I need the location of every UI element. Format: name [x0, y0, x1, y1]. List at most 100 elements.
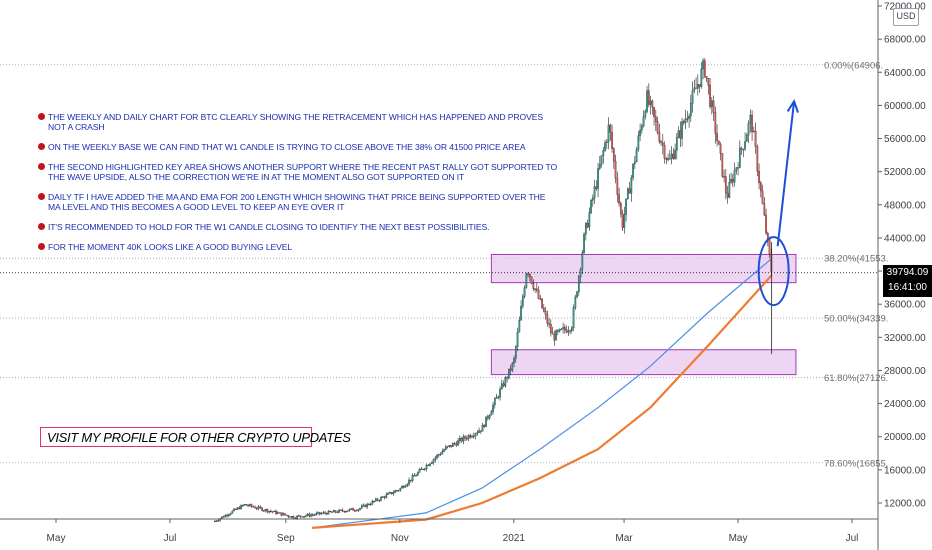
candle-body [691, 90, 694, 104]
candle-body [227, 514, 230, 516]
currency-button[interactable]: USD [893, 8, 919, 26]
candle-body [560, 328, 563, 330]
x-tick-label: Mar [615, 533, 633, 544]
candle-body [625, 198, 627, 215]
candle-body [285, 514, 288, 516]
candle-body [574, 296, 577, 309]
candle-body [408, 479, 410, 485]
candle-body [733, 170, 736, 183]
candle-body [761, 190, 764, 204]
candle-body [688, 115, 690, 119]
candle-body [366, 503, 368, 508]
candle-body [747, 122, 750, 136]
candle-body [441, 451, 444, 455]
candle-body [619, 203, 622, 214]
candle-body [618, 194, 620, 204]
candle-body [311, 514, 314, 516]
candle-body [348, 509, 351, 511]
candle-body [616, 178, 619, 195]
x-tick-label: Jul [164, 533, 177, 544]
candle-body [668, 158, 671, 160]
candle-body [654, 116, 657, 122]
candle-body [583, 233, 585, 253]
candle-body [425, 464, 428, 469]
candle-body [322, 512, 325, 514]
candle-body [500, 383, 503, 390]
moving-averages [311, 258, 773, 529]
y-tick-label: 64000.00 [884, 68, 926, 79]
candle-body [345, 511, 347, 513]
note-text: THE WEEKLY AND DAILY CHART FOR BTC CLEAR… [48, 112, 543, 132]
annotations[interactable] [0, 98, 878, 307]
fib-level-label: 78.60%(16855. [824, 458, 888, 469]
candle-body [768, 239, 771, 255]
candle-body [453, 443, 456, 445]
candle-body [450, 445, 452, 447]
candle-body [626, 188, 629, 199]
candle-body [418, 469, 421, 473]
candle-body [499, 388, 501, 398]
candle-body [621, 213, 624, 228]
candle-body [472, 435, 475, 437]
current-price-tag: 39794.09 16:41:00 [883, 264, 932, 297]
candle-body [611, 132, 613, 149]
candle-body [569, 330, 571, 332]
candle-body [259, 506, 262, 508]
current-price-value: 39794.09 [886, 266, 929, 278]
candle-body [278, 512, 281, 514]
candle-body [388, 492, 391, 494]
candle-body [493, 398, 496, 406]
candle-body [591, 197, 594, 201]
candle-body [647, 90, 650, 105]
candle-body [444, 446, 447, 450]
candle-body [598, 164, 601, 169]
candle-body [562, 327, 564, 330]
candle-body [250, 504, 253, 507]
candle-body [710, 100, 713, 107]
candle-body [355, 510, 358, 512]
candle-body [213, 520, 216, 523]
key-areas[interactable] [490, 254, 797, 376]
candle-body [339, 509, 342, 511]
arrow-head-icon [786, 98, 799, 113]
candle-body [653, 107, 655, 117]
candle-body [570, 327, 573, 331]
candle-body [579, 268, 582, 277]
note-item: IT'S RECOMMENDED TO HOLD FOR THE W1 CAND… [38, 222, 558, 232]
note-item: FOR THE MOMENT 40K LOOKS LIKE A GOOD BUY… [38, 242, 558, 252]
candle-body [429, 463, 431, 466]
candle-body [462, 436, 465, 442]
candle-body [457, 440, 459, 446]
candle-body [422, 468, 424, 470]
candle-body [282, 513, 284, 516]
candle-body [409, 479, 412, 481]
candle-body [381, 496, 384, 498]
candle-body [353, 510, 356, 512]
candle-body [745, 134, 748, 142]
note-text: IT'S RECOMMENDED TO HOLD FOR THE W1 CAND… [48, 222, 490, 232]
candle-body [255, 508, 258, 510]
candle-body [448, 445, 451, 447]
candle-body [369, 504, 372, 506]
candle-body [315, 513, 318, 515]
candle-body [737, 167, 739, 169]
candle-body [308, 513, 311, 517]
candle-body [317, 512, 319, 514]
candle-body [392, 492, 395, 495]
candle-body [245, 504, 248, 506]
candle-body [401, 486, 403, 489]
candle-body [303, 516, 305, 518]
candle-body [672, 153, 675, 159]
candle-body [530, 276, 533, 284]
profile-note-box[interactable]: VISIT MY PROFILE FOR OTHER CRYPTO UPDATE… [40, 427, 351, 447]
candle-body [730, 178, 732, 183]
candle-body [332, 510, 335, 513]
candle-body [357, 509, 360, 511]
candle-body [534, 288, 536, 290]
candle-body [243, 504, 246, 506]
candle-body [728, 182, 731, 198]
candle-body [275, 510, 277, 514]
candle-body [581, 252, 584, 270]
candle-body [556, 330, 559, 332]
